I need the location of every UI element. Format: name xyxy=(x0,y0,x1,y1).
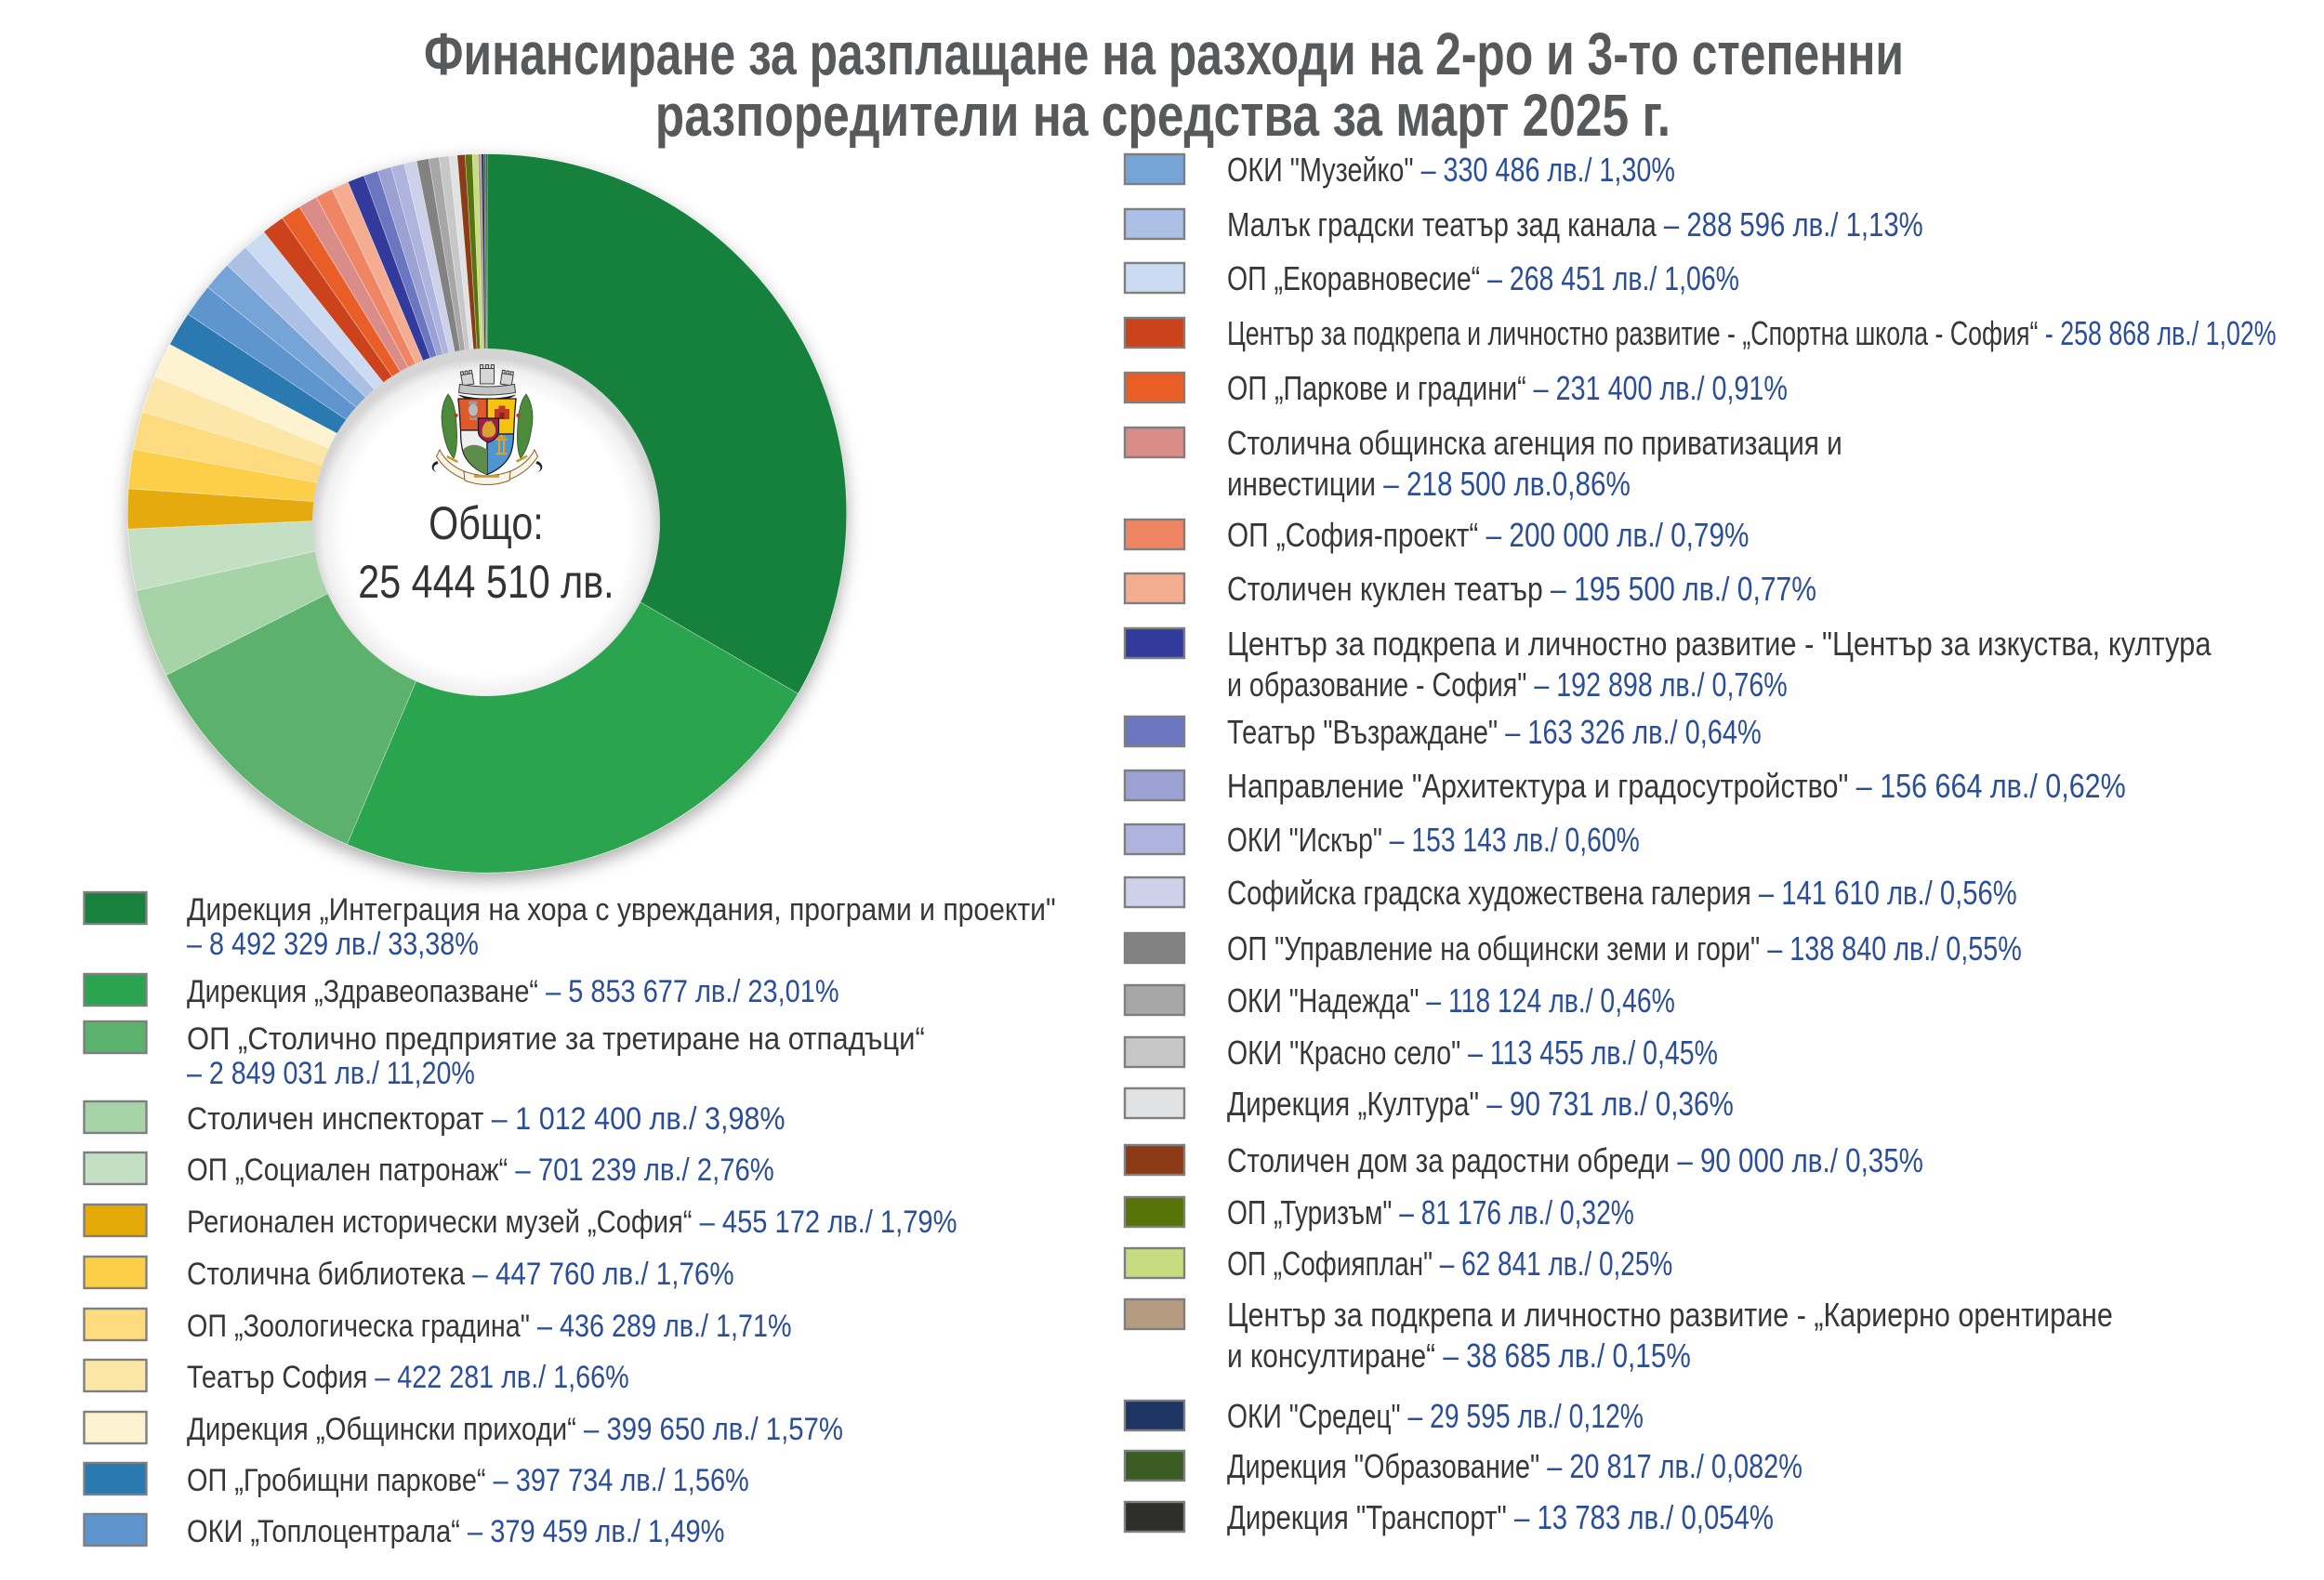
svg-text:ОКИ "Средец" – 29 595 лв./ 0,1: ОКИ "Средец" – 29 595 лв./ 0,12% xyxy=(1227,1396,1644,1434)
svg-text:разпоредители на средства за м: разпоредители на средства за март 2025 г… xyxy=(655,83,1670,150)
svg-text:Център за подкрепа и личностно: Център за подкрепа и личностно развитие … xyxy=(1227,625,2212,664)
svg-text:Столичен куклен театър – 195 5: Столичен куклен театър – 195 500 лв./ 0,… xyxy=(1227,571,1816,608)
svg-text:ОП „Софияплан" – 62 841 лв./: ОП „Софияплан" – 62 841 лв./ 0,25% xyxy=(1227,1244,1672,1282)
svg-text:ОКИ „Топлоцентрала“ – 379 459: ОКИ „Топлоцентрала“ – 379 459 лв./ 1,49% xyxy=(187,1513,725,1549)
svg-text:– 2 849 031 лв./ 11,20%: – 2 849 031 лв./ 11,20% xyxy=(187,1056,475,1091)
svg-text:и консултиране“ – 38 685 лв./: и консултиране“ – 38 685 лв./ 0,15% xyxy=(1227,1337,1691,1376)
svg-text:Малък градски театър зад канал: Малък градски театър зад канала – 288 59… xyxy=(1227,206,1923,244)
svg-text:ОКИ "Надежда" – 118 124 лв./ 0: ОКИ "Надежда" – 118 124 лв./ 0,46% xyxy=(1227,981,1675,1019)
svg-text:ОП „Туризъм" – 81 176 лв./ 0,: ОП „Туризъм" – 81 176 лв./ 0,32% xyxy=(1227,1192,1634,1231)
svg-text:Софийска градска художествена: Софийска градска художествена галерия – … xyxy=(1227,875,2017,913)
svg-text:инвестиции – 218 500 лв.0,86%: инвестиции – 218 500 лв.0,86% xyxy=(1227,466,1631,504)
svg-text:ОКИ "Музейко" – 330 486 лв./ 1: ОКИ "Музейко" – 330 486 лв./ 1,30% xyxy=(1227,151,1675,189)
svg-text:ОП „София-проект“ – 200 000 л: ОП „София-проект“ – 200 000 лв./ 0,79% xyxy=(1227,517,1749,555)
svg-text:Столична общинска агенция по п: Столична общинска агенция по приватизаци… xyxy=(1227,425,1842,463)
svg-text:Дирекция "Образование" – 20 81: Дирекция "Образование" – 20 817 лв./ 0,0… xyxy=(1227,1447,1802,1485)
svg-text:Столичен инспекторат – 1 012 4: Столичен инспекторат – 1 012 400 лв./ 3,… xyxy=(187,1100,786,1136)
svg-text:25 444 510 лв.: 25 444 510 лв. xyxy=(358,556,614,608)
svg-text:ОП „Столично предприятие за т: ОП „Столично предприятие за третиране на… xyxy=(187,1021,925,1057)
svg-text:ОП „Екоравновесие“ – 268 451: ОП „Екоравновесие“ – 268 451 лв./ 1,06% xyxy=(1227,259,1739,297)
svg-text:Театър "Възраждане" – 163 326: Театър "Възраждане" – 163 326 лв./ 0,64% xyxy=(1227,713,1762,751)
svg-text:Регионален исторически музей „: Регионален исторически музей „София“ – 4… xyxy=(187,1204,957,1240)
svg-text:Дирекция „Култура" – 90 731 лв: Дирекция „Култура" – 90 731 лв./ 0,36% xyxy=(1227,1086,1734,1124)
svg-text:ОКИ "Красно село" – 113 455 лв: ОКИ "Красно село" – 113 455 лв./ 0,45% xyxy=(1227,1034,1718,1072)
svg-text:Направление "Архитектура и гра: Направление "Архитектура и градосутройст… xyxy=(1227,769,2126,806)
svg-text:Дирекция „Общински приходи“ –: Дирекция „Общински приходи“ – 399 650 лв… xyxy=(187,1411,843,1447)
svg-text:Финансиране за разплащане на р: Финансиране за разплащане на разходи на … xyxy=(424,21,1904,87)
svg-text:Център за подкрепа и личностно: Център за подкрепа и личностно развитие … xyxy=(1227,314,2277,352)
svg-text:– 8 492 329 лв./ 33,38%: – 8 492 329 лв./ 33,38% xyxy=(187,926,479,962)
svg-text:ОП „Паркове и градини“ – 231 4: ОП „Паркове и градини“ – 231 400 лв./ 0,… xyxy=(1227,369,1788,407)
svg-text:ОП „Социален патронаж“ – 701 2: ОП „Социален патронаж“ – 701 239 лв./ 2,… xyxy=(187,1152,774,1188)
svg-text:Общо:: Общо: xyxy=(429,497,544,549)
svg-text:Дирекция „Здравеопазване“ – 5: Дирекция „Здравеопазване“ – 5 853 677 лв… xyxy=(187,973,839,1009)
svg-text:и образование - София" – 192 8: и образование - София" – 192 898 лв./ 0,… xyxy=(1227,665,1788,704)
svg-text:ОКИ "Искър" – 153 143 лв./ 0,6: ОКИ "Искър" – 153 143 лв./ 0,60% xyxy=(1227,820,1640,858)
svg-text:ОП „Зоологическа градина" – 43: ОП „Зоологическа градина" – 436 289 лв./… xyxy=(187,1308,792,1344)
svg-text:Столичен дом за радостни обред: Столичен дом за радостни обреди – 90 000… xyxy=(1227,1142,1923,1180)
svg-text:Театър София – 422 281 лв./ 1,: Театър София – 422 281 лв./ 1,66% xyxy=(187,1360,629,1395)
svg-text:Дирекция "Транспорт" – 13 783: Дирекция "Транспорт" – 13 783 лв./ 0,054… xyxy=(1227,1499,1774,1537)
svg-text:ОП „Гробищни паркове“ – 397 73: ОП „Гробищни паркове“ – 397 734 лв./ 1,5… xyxy=(187,1462,749,1498)
svg-text:ОП "Управление на общински зем: ОП "Управление на общински земи и гори" … xyxy=(1227,929,2022,968)
svg-text:Дирекция „Интеграция на хора с: Дирекция „Интеграция на хора с увреждани… xyxy=(187,891,1056,927)
svg-text:Център за подкрепа и личностно: Център за подкрепа и личностно развитие … xyxy=(1227,1297,2113,1335)
svg-text:Столична библиотека – 447 760: Столична библиотека – 447 760 лв./ 1,76% xyxy=(187,1256,734,1291)
